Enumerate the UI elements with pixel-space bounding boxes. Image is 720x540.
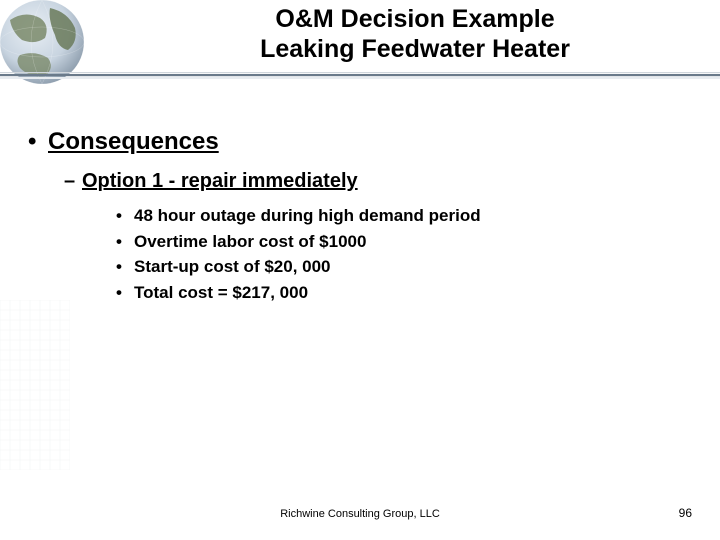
page-number: 96 xyxy=(679,506,692,520)
bullet-dot: • xyxy=(116,203,134,229)
bullet-level-3-item: •48 hour outage during high demand perio… xyxy=(116,203,680,229)
bullet-dash: – xyxy=(64,170,82,193)
content-area: •Consequences –Option 1 - repair immedia… xyxy=(28,128,680,305)
slide: O&M Decision Example Leaking Feedwater H… xyxy=(0,0,720,540)
bullet-level-1: •Consequences xyxy=(28,128,680,156)
bullet-level-3-item: •Overtime labor cost of $1000 xyxy=(116,229,680,255)
bullet-level-2: –Option 1 - repair immediately xyxy=(64,170,680,193)
title-underline xyxy=(0,72,720,80)
level3-text: Total cost = $217, 000 xyxy=(134,283,308,302)
slide-header: O&M Decision Example Leaking Feedwater H… xyxy=(0,0,720,90)
bullet-dot: • xyxy=(28,128,48,156)
slide-title: O&M Decision Example Leaking Feedwater H… xyxy=(150,4,680,64)
title-line-1: O&M Decision Example xyxy=(275,5,554,33)
level3-text: 48 hour outage during high demand period xyxy=(134,206,481,225)
bullet-level-3-item: •Total cost = $217, 000 xyxy=(116,280,680,306)
level1-text: Consequences xyxy=(48,128,219,155)
bullet-level-3-item: •Start-up cost of $20, 000 xyxy=(116,254,680,280)
level2-text: Option 1 - repair immediately xyxy=(82,170,358,192)
bullet-dot: • xyxy=(116,229,134,255)
decorative-grid xyxy=(0,300,70,470)
level3-text: Overtime labor cost of $1000 xyxy=(134,232,366,251)
footer-text: Richwine Consulting Group, LLC xyxy=(0,508,720,520)
bullet-dot: • xyxy=(116,280,134,306)
title-line-2: Leaking Feedwater Heater xyxy=(260,35,570,63)
bullet-dot: • xyxy=(116,254,134,280)
level3-text: Start-up cost of $20, 000 xyxy=(134,257,331,276)
